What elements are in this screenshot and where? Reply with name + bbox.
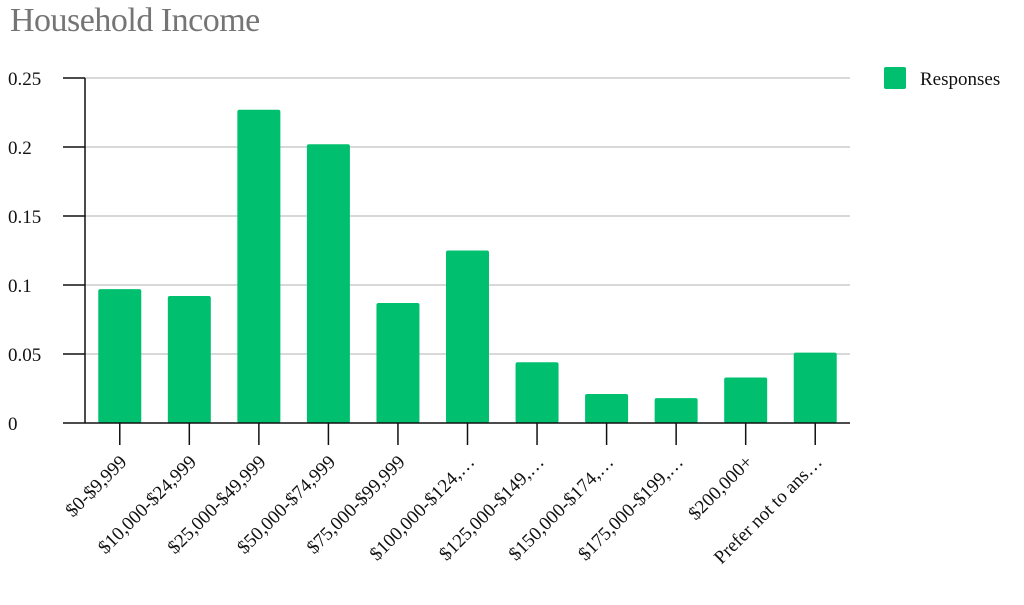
chart-title: Household Income <box>10 2 260 39</box>
bar[interactable] <box>98 289 142 423</box>
y-tick-label: 0.2 <box>8 138 32 159</box>
legend-swatch <box>884 67 906 89</box>
legend-label: Responses <box>920 69 1000 90</box>
bar[interactable] <box>585 394 629 423</box>
bar[interactable] <box>793 352 837 423</box>
bar[interactable] <box>724 377 768 423</box>
y-tick-label: 0.05 <box>8 345 41 366</box>
bars <box>98 109 837 424</box>
y-tick-label: 0.25 <box>8 69 41 90</box>
bar[interactable] <box>306 144 350 424</box>
bar[interactable] <box>167 296 211 423</box>
bar[interactable] <box>376 302 420 423</box>
legend[interactable]: Responses <box>884 67 1000 90</box>
bar[interactable] <box>654 398 698 423</box>
y-tick-label: 0.1 <box>8 276 32 297</box>
bar[interactable] <box>237 109 281 424</box>
y-tick-label: 0.15 <box>8 207 41 228</box>
bar[interactable] <box>446 250 489 424</box>
x-tick-label: $0-$9,999 <box>62 452 132 522</box>
y-tick-labels: 0 0.05 0.1 0.15 0.2 0.25 <box>8 69 41 435</box>
x-tick-labels: $0-$9,999$10,000-$24,999$25,000-$49,999$… <box>62 452 827 569</box>
y-tick-label: 0 <box>8 414 18 435</box>
axes <box>63 77 850 445</box>
bar[interactable] <box>515 362 559 423</box>
x-tick-label: $200,000+ <box>684 452 757 525</box>
